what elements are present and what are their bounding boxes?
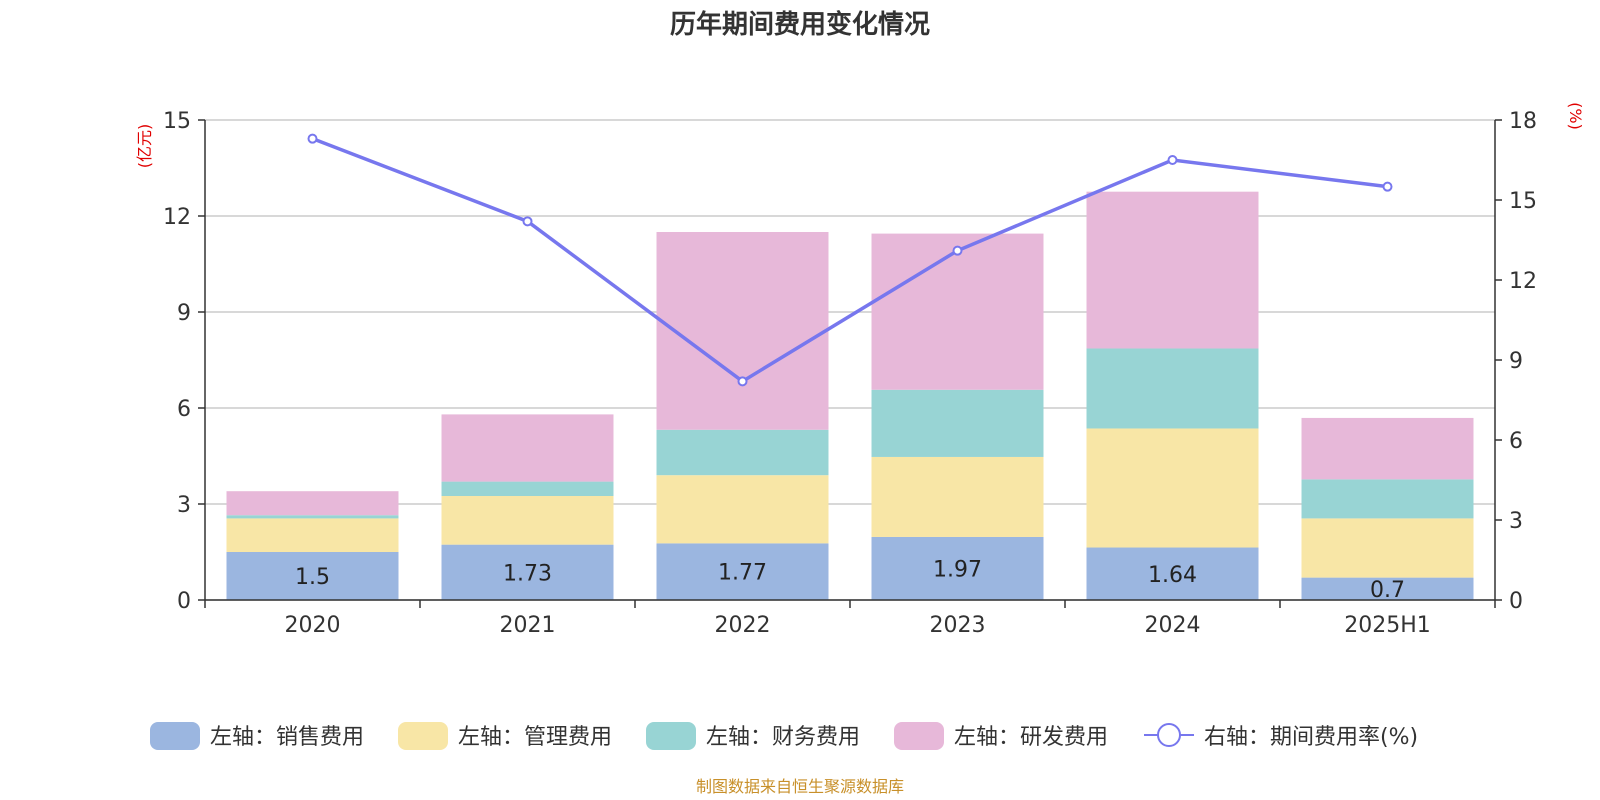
- chart-title: 历年期间费用变化情况: [670, 9, 930, 40]
- rate-point: [737, 376, 748, 387]
- bar-segment: [441, 481, 614, 496]
- bar-segment: [226, 515, 399, 519]
- right-axis-unit: (%): [1566, 102, 1585, 130]
- bar-segment: [1086, 191, 1259, 349]
- source-note: 制图数据来自恒生聚源数据库: [696, 777, 904, 796]
- left-axis-tick-label: 3: [177, 493, 191, 518]
- x-axis-tick-label: 2022: [715, 613, 771, 638]
- legend-marker: [1157, 723, 1181, 747]
- bar-data-label: 1.73: [503, 561, 552, 586]
- right-axis-tick-label: 18: [1509, 109, 1537, 134]
- bar-segment: [656, 232, 829, 430]
- legend-label: 左轴：管理费用: [458, 725, 612, 750]
- bar-segment: [441, 544, 614, 600]
- right-axis-tick-label: 6: [1509, 429, 1523, 454]
- legend-label: 左轴：财务费用: [706, 725, 860, 750]
- x-axis-tick-label: 2024: [1145, 613, 1201, 638]
- bar-data-label: 0.7: [1370, 578, 1405, 603]
- left-axis-tick-label: 12: [163, 205, 191, 230]
- bar-data-label: 1.77: [718, 561, 767, 586]
- x-axis-tick-label: 2025H1: [1344, 613, 1431, 638]
- bar-segment: [441, 496, 614, 545]
- bar-segment: [1301, 417, 1474, 480]
- right-axis-tick-label: 0: [1509, 589, 1523, 614]
- x-axis-tick-label: 2020: [285, 613, 341, 638]
- bar-data-label: 1.97: [933, 557, 982, 582]
- legend-label: 右轴：期间费用率(%): [1204, 725, 1418, 750]
- bar-data-label: 1.5: [295, 565, 330, 590]
- left-axis-tick-label: 0: [177, 589, 191, 614]
- rate-line-path: [311, 137, 1388, 384]
- x-axis-tick-label: 2021: [500, 613, 556, 638]
- left-axis-tick-label: 9: [177, 301, 191, 326]
- bar-data-label: 1.64: [1148, 563, 1197, 588]
- bar-segment: [226, 518, 399, 552]
- bar-segment: [226, 552, 399, 600]
- x-axis-tick-label: 2023: [930, 613, 986, 638]
- bar-segment: [871, 456, 1044, 537]
- right-axis-tick-label: 9: [1509, 349, 1523, 374]
- legend-swatch: [894, 722, 944, 750]
- right-axis-tick-label: 3: [1509, 509, 1523, 534]
- legend-label: 左轴：销售费用: [210, 725, 364, 750]
- bar-segment: [871, 389, 1044, 457]
- right-axis-tick-label: 15: [1509, 189, 1537, 214]
- bars: [226, 191, 1474, 600]
- bar-segment: [1086, 547, 1259, 600]
- left-axis-tick-label: 15: [163, 109, 191, 134]
- rate-point: [1167, 155, 1178, 165]
- legend: 左轴：销售费用 左轴：管理费用 左轴：财务费用 左轴：研发费用 右轴：期间费用率(%): [150, 722, 1418, 750]
- left-axis-unit: (亿元): [135, 124, 154, 169]
- legend-label: 左轴：研发费用: [954, 725, 1108, 750]
- right-axis-tick-label: 12: [1509, 269, 1537, 294]
- bar-segment: [871, 233, 1044, 390]
- rate-point: [952, 245, 963, 256]
- bar-segment: [226, 491, 399, 516]
- legend-swatch: [398, 722, 448, 750]
- axes: 0 3 6 9 12 15 0 3 6 9 12 15 18 2020 2021 2022 2023 2024 20…: [163, 109, 1537, 638]
- bar-segment: [871, 536, 1044, 600]
- legend-swatch: [150, 722, 200, 750]
- rate-point: [522, 216, 533, 227]
- bar-segment: [656, 429, 829, 476]
- rate-line: [307, 133, 1393, 387]
- bar-segment: [656, 475, 829, 544]
- rate-point: [1382, 181, 1393, 192]
- bar-segment: [1301, 479, 1474, 519]
- bar-segment: [656, 543, 829, 600]
- bar-segment: [1086, 428, 1259, 548]
- rate-point: [307, 133, 318, 144]
- bar-segment: [441, 414, 614, 482]
- data-labels: 1.5 1.73 1.77 1.97 1.64 0.7: [295, 557, 1405, 602]
- bar-segment: [1301, 518, 1474, 578]
- bar-segment: [1086, 348, 1259, 429]
- left-axis-tick-label: 6: [177, 397, 191, 422]
- legend-swatch: [646, 722, 696, 750]
- bar-segment: [1301, 577, 1474, 600]
